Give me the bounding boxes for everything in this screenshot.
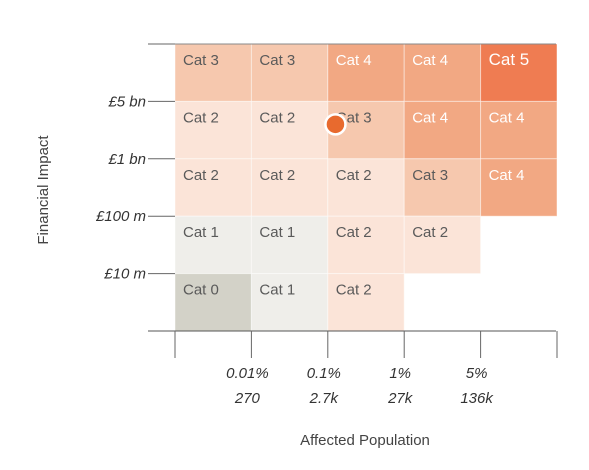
cell-label-r0-c4: Cat 5 [489,50,530,69]
cell-label-r1-c4: Cat 4 [489,109,525,126]
cell-r0-c3 [403,43,482,102]
x-tick-label-0-pct: 0.01% [226,365,269,382]
cell-r1-c0 [174,100,252,160]
y-tick-label-2: £100 m [95,208,146,225]
cell-label-r0-c2: Cat 4 [336,52,372,69]
cell-r2-c4 [480,158,558,217]
cell-label-r0-c0: Cat 3 [183,52,219,69]
cell-r2-c1 [250,158,329,217]
x-tick-label-2-count: 27k [387,390,414,407]
x-tick-label-3-pct: 5% [466,365,488,382]
cell-r2-c2 [327,158,405,217]
cell-label-r3-c1: Cat 1 [259,224,295,241]
x-tick-label-2-pct: 1% [389,365,411,382]
y-axis-title: Financial Impact [35,135,52,245]
cell-r0-c0 [174,43,252,102]
cell-label-r0-c1: Cat 3 [259,52,295,69]
cell-r0-c1 [250,43,329,102]
cell-r4-c2 [327,273,405,332]
cell-label-r4-c1: Cat 1 [259,282,295,299]
cell-label-r1-c3: Cat 4 [412,109,448,126]
cell-label-r0-c3: Cat 4 [412,52,448,69]
cell-label-r4-c0: Cat 0 [183,282,219,299]
cell-r2-c3 [403,158,482,217]
cell-label-r1-c0: Cat 2 [183,109,219,126]
axes [148,43,556,332]
cell-label-r2-c0: Cat 2 [183,167,219,184]
cell-label-r3-c0: Cat 1 [183,224,219,241]
cell-label-r2-c3: Cat 3 [412,167,448,184]
x-tick-label-1-count: 2.7k [309,390,340,407]
x-tick-label-3-count: 136k [460,390,494,407]
heatmap-cells: Cat 3 Cat 3 Cat 4 Cat 4 Cat 5 Cat 2 Cat 2 Cat 3… [174,43,558,332]
cell-label-r2-c2: Cat 2 [336,167,372,184]
x-tick-label-0-count: 270 [234,390,261,407]
y-tick-label-0: £5 bn [107,93,146,110]
y-tick-label-3: £10 m [103,266,146,283]
cell-r3-c3 [403,215,482,275]
x-tick-label-1-pct: 0.1% [307,365,341,382]
cell-label-r2-c1: Cat 2 [259,167,295,184]
y-ticks: £5 bn £1 bn £100 m £10 m [95,43,175,283]
cell-r3-c2 [327,215,405,275]
cell-label-r4-c2: Cat 2 [336,282,372,299]
cell-label-r1-c1: Cat 2 [259,109,295,126]
x-ticks: 0.01% 270 0.1% 2.7k 1% 27k 5% 136k [174,331,558,407]
y-tick-label-1: £1 bn [107,151,146,168]
marker-dot [324,113,347,136]
cell-r1-c3 [403,100,482,160]
cell-label-r3-c3: Cat 2 [412,224,448,241]
cell-label-r2-c4: Cat 4 [489,167,525,184]
cell-r2-c0 [174,158,252,217]
x-axis-title: Affected Population [300,432,430,449]
cell-label-r3-c2: Cat 2 [336,224,372,241]
marker-layer [324,113,347,136]
